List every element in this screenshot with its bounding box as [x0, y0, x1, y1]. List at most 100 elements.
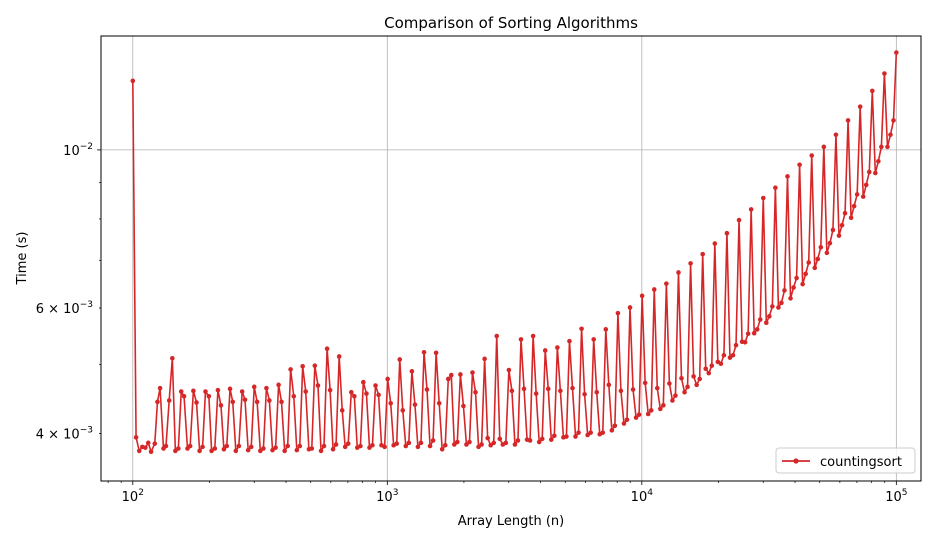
data-point: [412, 402, 418, 407]
legend-marker: [793, 458, 799, 464]
data-point: [482, 356, 487, 362]
data-point: [251, 384, 257, 390]
data-point: [512, 442, 518, 447]
data-point: [839, 222, 845, 228]
data-point: [130, 78, 136, 84]
data-point: [409, 368, 415, 374]
data-point: [603, 327, 609, 332]
data-point: [764, 320, 769, 326]
data-point: [327, 387, 333, 393]
data-point: [415, 444, 421, 450]
data-point: [382, 444, 387, 450]
data-point: [442, 442, 448, 448]
data-point: [203, 389, 208, 394]
data-point: [800, 281, 805, 287]
data-point: [403, 443, 409, 449]
data-point: [812, 265, 818, 271]
data-point: [155, 399, 160, 405]
data-point: [430, 438, 436, 443]
data-point: [552, 433, 557, 439]
y-tick-label: 6 × 10−3: [36, 300, 93, 317]
data-point: [588, 430, 593, 435]
data-point: [194, 400, 199, 405]
data-point: [791, 285, 796, 290]
data-point: [242, 397, 248, 403]
data-point: [297, 443, 303, 449]
data-point: [564, 434, 569, 439]
data-point: [745, 331, 751, 337]
data-point: [406, 440, 412, 446]
data-point: [848, 215, 854, 221]
data-point: [349, 389, 354, 395]
data-point: [703, 366, 709, 372]
data-point: [621, 421, 627, 426]
data-point: [181, 394, 187, 399]
data-point: [591, 337, 596, 342]
data-point: [421, 349, 427, 355]
data-point: [582, 391, 587, 397]
x-tick-label: 103: [376, 488, 398, 505]
data-point: [894, 50, 899, 55]
data-point: [148, 449, 154, 455]
data-point: [376, 392, 381, 398]
data-point: [333, 442, 339, 447]
data-point: [424, 387, 430, 392]
data-point: [618, 388, 624, 394]
data-point: [721, 352, 727, 358]
data-point: [436, 400, 442, 406]
data-point: [318, 448, 324, 454]
data-point: [718, 361, 724, 367]
data-point: [485, 435, 490, 441]
data-point: [200, 444, 205, 450]
data-point: [418, 440, 424, 446]
data-point: [863, 182, 869, 188]
data-point: [685, 384, 690, 390]
data-point: [248, 444, 254, 450]
data-point: [751, 330, 757, 336]
data-point: [661, 403, 666, 408]
data-point: [712, 241, 718, 246]
data-point: [555, 345, 560, 350]
data-point: [445, 376, 451, 382]
data-point: [830, 227, 836, 233]
data-point: [851, 203, 857, 209]
data-point: [239, 389, 245, 394]
data-point: [521, 386, 527, 392]
data-point: [530, 333, 536, 339]
data-point: [815, 256, 821, 262]
data-point: [448, 372, 454, 378]
data-point: [806, 260, 811, 265]
data-point: [254, 399, 260, 405]
data-point: [573, 434, 578, 439]
data-point: [821, 144, 827, 150]
data-point: [364, 391, 369, 396]
data-point: [157, 385, 163, 391]
data-point: [352, 394, 357, 399]
data-point: [570, 385, 575, 391]
data-point: [267, 398, 272, 403]
data-point: [803, 271, 808, 277]
data-point: [857, 104, 863, 109]
data-point: [273, 445, 278, 450]
data-point: [664, 281, 669, 286]
legend: countingsort: [775, 447, 916, 474]
data-point: [458, 372, 463, 377]
data-point: [370, 442, 375, 448]
data-point: [694, 382, 699, 388]
data-point: [227, 386, 233, 392]
data-point: [567, 338, 572, 344]
data-point: [882, 71, 887, 76]
x-tick-label: 102: [122, 488, 144, 505]
data-point: [221, 447, 227, 452]
data-point: [261, 446, 266, 451]
data-point: [548, 437, 554, 442]
x-tick-label: 104: [631, 488, 654, 505]
data-point: [606, 382, 612, 388]
data-point: [579, 326, 584, 332]
data-point: [545, 386, 551, 392]
data-point: [518, 337, 524, 342]
data-point: [303, 389, 309, 394]
x-tick-label: 105: [885, 488, 907, 505]
data-point: [503, 440, 509, 446]
